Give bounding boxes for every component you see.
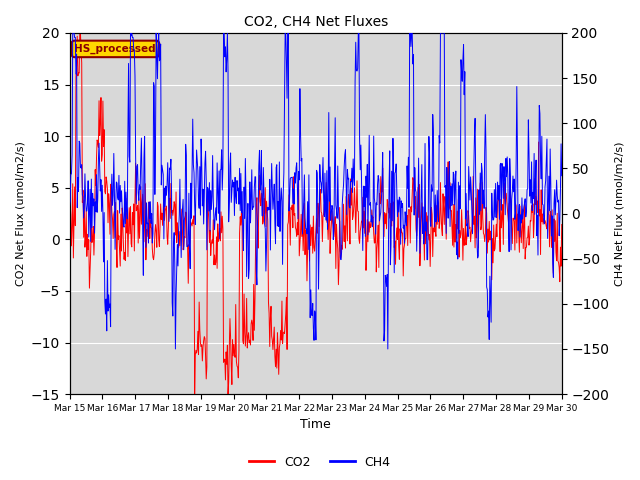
CH4 xyxy=(239,248,247,253)
Line: CO2: CO2 xyxy=(70,33,562,394)
CO2 xyxy=(124,254,132,260)
CO2 xyxy=(76,30,84,36)
Text: HS_processed: HS_processed xyxy=(74,44,156,54)
CH4 xyxy=(124,128,132,133)
Y-axis label: CO2 Net Flux (umol/m2/s): CO2 Net Flux (umol/m2/s) xyxy=(15,141,25,286)
CO2 xyxy=(66,241,74,247)
Legend: CO2, CH4: CO2, CH4 xyxy=(244,451,396,474)
CH4 xyxy=(395,209,403,215)
CO2 xyxy=(558,222,566,228)
Title: CO2, CH4 Net Fluxes: CO2, CH4 Net Fluxes xyxy=(243,15,388,29)
CO2 xyxy=(367,223,375,229)
CO2 xyxy=(239,341,247,347)
CO2 xyxy=(258,192,266,197)
Bar xyxy=(70,136,562,291)
CO2 xyxy=(191,391,198,397)
CO2 xyxy=(215,231,223,237)
CO2 xyxy=(395,243,403,249)
CH4 xyxy=(66,204,74,209)
CH4 xyxy=(258,213,266,218)
Line: CH4: CH4 xyxy=(70,33,562,349)
CH4 xyxy=(215,168,223,174)
CH4 xyxy=(558,173,566,179)
X-axis label: Time: Time xyxy=(300,419,331,432)
Y-axis label: CH4 Net Flux (nmol/m2/s): CH4 Net Flux (nmol/m2/s) xyxy=(615,141,625,286)
CH4 xyxy=(69,30,77,36)
CH4 xyxy=(172,346,179,352)
CH4 xyxy=(367,219,375,225)
